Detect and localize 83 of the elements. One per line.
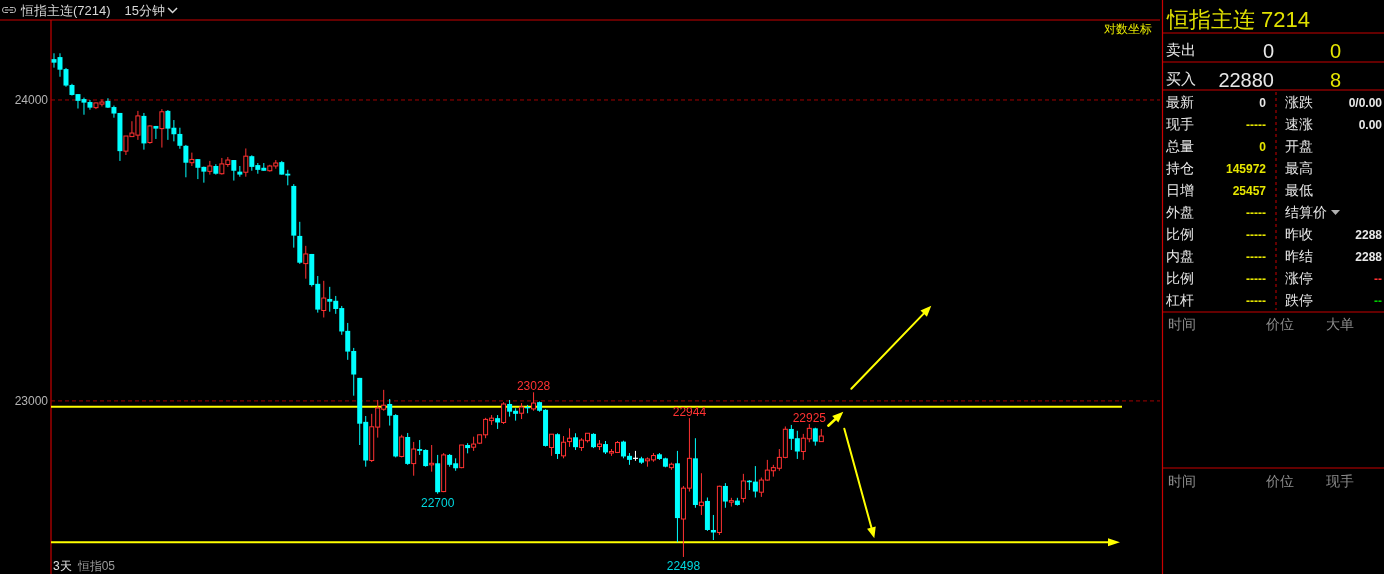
candlestick <box>752 465 758 498</box>
text: 22880 <box>1218 69 1274 91</box>
annotation: 22925 <box>792 411 827 426</box>
text: 0 <box>1262 40 1274 62</box>
text: 卖出 <box>1166 41 1196 58</box>
annotation: 23028 <box>516 379 551 394</box>
text: ----- <box>1246 294 1266 308</box>
text: 日增 <box>1166 182 1194 198</box>
text: 大单 <box>1326 316 1354 332</box>
text: 总量 <box>1165 138 1194 154</box>
text: 恒指主连 7214 <box>1166 7 1311 32</box>
text: 比例 <box>1166 226 1194 242</box>
text: 145972 <box>1225 162 1267 176</box>
candlestick <box>567 427 573 448</box>
text: 最高 <box>1285 160 1313 176</box>
candlestick <box>303 245 309 280</box>
text: 0 <box>1259 140 1267 154</box>
text: 涨跌 <box>1285 94 1313 110</box>
text: 25457 <box>1232 184 1267 198</box>
candlestick <box>177 127 183 150</box>
candlestick <box>243 147 249 178</box>
candlestick <box>183 144 189 178</box>
text: 开盘 <box>1285 138 1313 154</box>
text: 价位 <box>1265 473 1294 489</box>
candlestick <box>159 108 165 149</box>
text: 最低 <box>1285 182 1313 198</box>
text: 昨收 <box>1285 226 1313 242</box>
candlestick <box>189 152 195 167</box>
candlestick <box>698 472 704 516</box>
text: -- <box>1374 272 1382 286</box>
text: 0 <box>1329 40 1341 62</box>
text: 0 <box>1259 96 1267 110</box>
candlestick <box>147 124 153 145</box>
text: 现手 <box>1326 473 1354 489</box>
chart-subtitle: 15分钟 <box>124 3 166 18</box>
text: 价位 <box>1265 316 1294 332</box>
text: 时间 <box>1168 473 1196 489</box>
candlestick <box>411 441 417 477</box>
text: 内盘 <box>1166 248 1194 264</box>
text: 买入 <box>1166 70 1196 87</box>
text: 8 <box>1329 69 1341 91</box>
text: 2288 <box>1355 228 1383 242</box>
y-tick-label: 23000 <box>14 393 49 408</box>
text: 跌停 <box>1285 292 1313 308</box>
text: 0.00 <box>1358 118 1383 132</box>
y-tick-label: 24000 <box>14 92 49 107</box>
annotation: 3天 <box>53 559 72 573</box>
text: 速涨 <box>1285 116 1313 132</box>
text: ----- <box>1246 228 1266 242</box>
annotation: 恒指05 <box>76 559 116 573</box>
candlestick <box>207 160 213 176</box>
candlestick <box>531 391 537 412</box>
text: 持仓 <box>1166 160 1194 176</box>
candlestick <box>561 435 567 459</box>
candlestick <box>231 159 237 182</box>
text: 结算价 <box>1285 204 1327 220</box>
candlestick <box>501 401 507 425</box>
annotation: 对数坐标 <box>1104 22 1152 36</box>
chart-title: 恒指主连(7214) <box>20 3 111 18</box>
candlestick <box>321 280 327 318</box>
candlestick <box>555 432 561 460</box>
candlestick <box>549 433 555 457</box>
text: 涨停 <box>1285 270 1313 286</box>
annotation: 22498 <box>666 558 701 573</box>
text: ----- <box>1246 272 1266 286</box>
annotation: 22700 <box>420 495 455 510</box>
text: 2288 <box>1355 250 1383 264</box>
candlestick <box>722 482 728 509</box>
candlestick <box>153 125 159 140</box>
text: ----- <box>1246 118 1266 132</box>
text: 0/0.00 <box>1348 96 1383 110</box>
text: 昨结 <box>1285 248 1313 264</box>
text: 外盘 <box>1166 204 1194 220</box>
text: 最新 <box>1166 94 1194 110</box>
text: 杠杆 <box>1165 292 1194 308</box>
annotation: 22944 <box>672 405 707 420</box>
text: -- <box>1374 294 1382 308</box>
text: 比例 <box>1166 270 1194 286</box>
text: 现手 <box>1166 116 1194 132</box>
text: 时间 <box>1168 316 1196 332</box>
text: ----- <box>1246 206 1266 220</box>
text: ----- <box>1246 250 1266 264</box>
candlestick <box>740 473 746 503</box>
